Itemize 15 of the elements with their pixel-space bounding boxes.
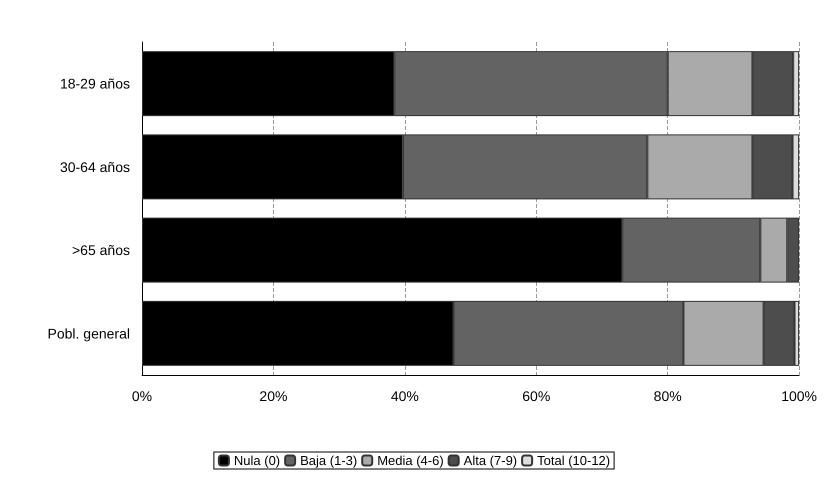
x-tick-label: 100% (781, 388, 818, 404)
x-tick-label: 0% (132, 388, 152, 404)
legend-label: Total (10-12) (537, 453, 610, 468)
x-tick-label: 20% (259, 388, 288, 404)
y-tick-label: >65 años (72, 242, 130, 258)
y-tick-label: Pobl. general (47, 325, 130, 342)
legend-label: Baja (1-3) (300, 453, 358, 468)
x-tick-label: 40% (390, 388, 419, 404)
x-tick-label: 80% (654, 388, 682, 404)
y-tick-label: 30-64 años (60, 158, 130, 175)
legend-label: Media (4-6) (377, 453, 444, 468)
x-tick-label: 60% (522, 388, 550, 404)
legend-label: Alta (7-9) (464, 453, 518, 468)
y-tick-label: 18-29 años (60, 76, 130, 92)
legend-label: Nula (0) (234, 453, 280, 468)
